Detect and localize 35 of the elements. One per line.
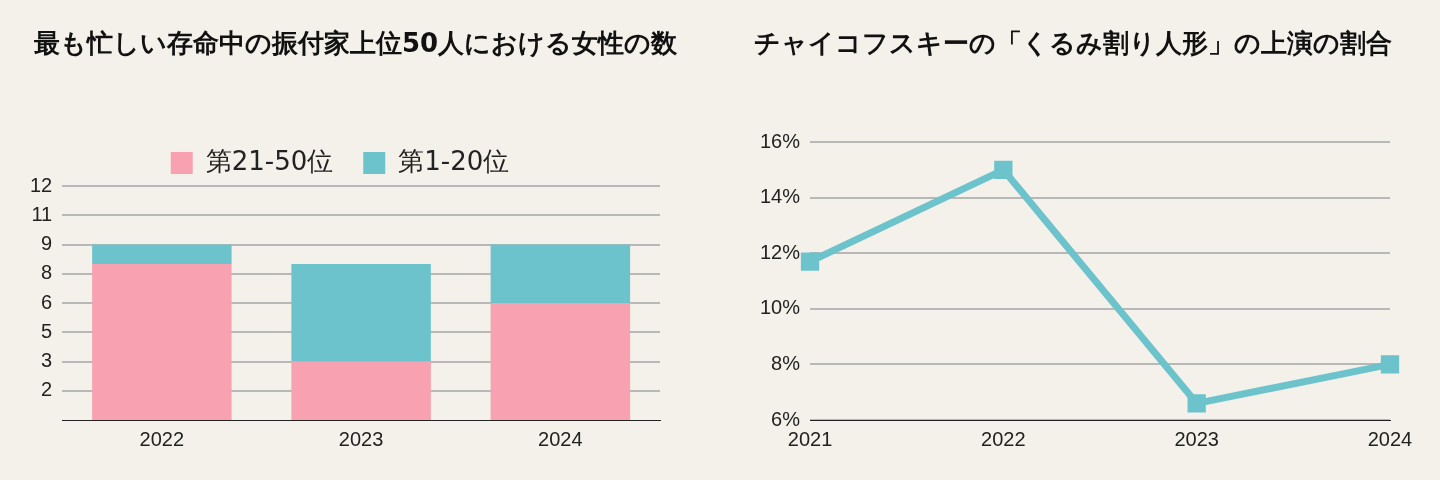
y-tick-label: 5 xyxy=(41,319,53,342)
y-tick-label: 10% xyxy=(760,296,801,319)
y-tick-label: 2 xyxy=(41,378,53,401)
y-tick-label: 8% xyxy=(771,351,801,374)
y-tick-label: 12 xyxy=(30,173,53,196)
chart-title: 最も忙しい存命中の振付家上位50人における女性の数 xyxy=(34,27,679,60)
bar xyxy=(291,264,431,362)
point xyxy=(1187,394,1206,413)
y-tick-label: 3 xyxy=(41,349,53,372)
bar xyxy=(291,361,431,420)
y-tick-label: 6 xyxy=(41,290,53,313)
y-tick-label: 14% xyxy=(760,185,801,208)
bar xyxy=(92,244,232,264)
x-tick-label: 2024 xyxy=(538,427,583,450)
point xyxy=(800,252,820,271)
y-tick-label: 11 xyxy=(31,202,53,225)
x-tick-label: 2022 xyxy=(139,427,185,450)
x-tick-label: 2021 xyxy=(787,427,833,450)
bar xyxy=(92,264,232,420)
y-tick-label: 6% xyxy=(771,407,801,430)
y-tick-label: 9 xyxy=(41,232,53,255)
point xyxy=(994,160,1013,179)
legend-label: 第1-20位 xyxy=(398,145,510,176)
x-tick-label: 2023 xyxy=(338,427,384,450)
y-tick-label: 16% xyxy=(760,129,801,152)
x-tick-label: 2022 xyxy=(981,427,1026,450)
point xyxy=(1380,355,1400,374)
legend-label: 第21-50位 xyxy=(205,145,334,176)
bar xyxy=(490,303,631,420)
x-tick-label: 2023 xyxy=(1174,427,1219,450)
y-tick-label: 12% xyxy=(760,240,801,263)
chart-title: チャイコフスキーの「くるみ割り人形」の上演の割合 xyxy=(754,27,1393,60)
y-tick-label: 8 xyxy=(41,261,53,284)
x-tick-label: 2024 xyxy=(1367,427,1413,450)
bar xyxy=(490,244,631,303)
